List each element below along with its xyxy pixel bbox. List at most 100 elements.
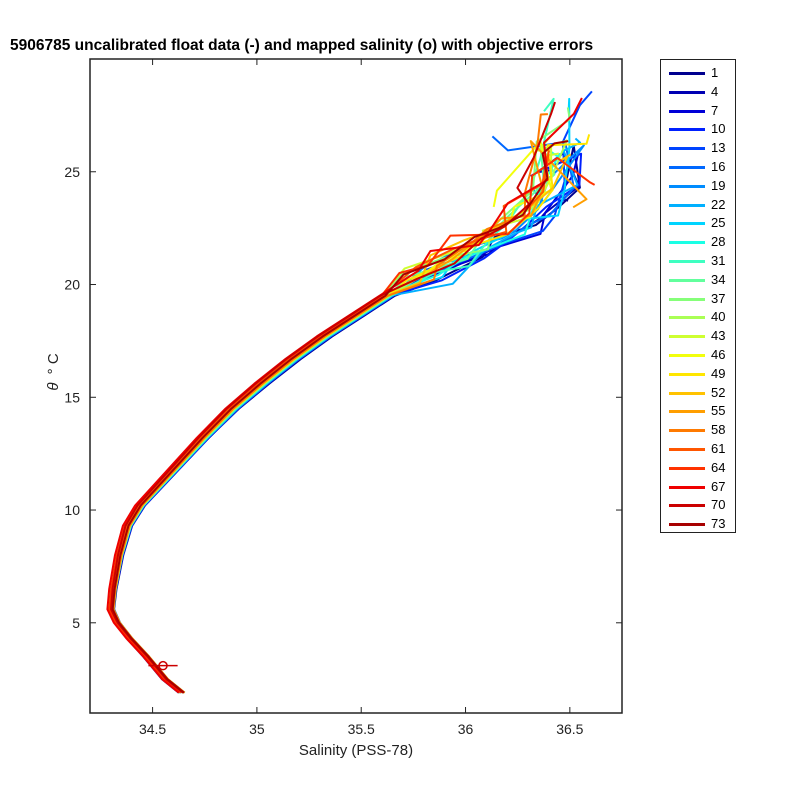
mapped-salinity-layer <box>148 660 178 671</box>
axes-frame <box>89 58 623 714</box>
legend-swatch <box>669 485 705 489</box>
profile-line-70 <box>110 101 556 694</box>
legend-swatch <box>669 297 705 301</box>
legend-label: 13 <box>711 140 726 156</box>
legend-item: 67 <box>667 479 735 495</box>
legend-swatch <box>669 184 705 188</box>
legend-item: 40 <box>667 309 735 325</box>
legend-swatch <box>669 335 705 339</box>
legend-swatch <box>669 523 705 527</box>
y-tick-label: 5 <box>72 615 80 631</box>
legend-swatch <box>669 391 705 395</box>
legend-label: 16 <box>711 159 726 174</box>
profile-line-25 <box>111 97 571 694</box>
profile-line-19 <box>111 144 585 694</box>
legend-swatch <box>669 504 705 508</box>
legend-swatch <box>669 72 705 75</box>
legend-label: 34 <box>711 271 726 287</box>
legend-swatch <box>669 429 705 433</box>
legend-swatch <box>669 448 705 451</box>
profile-line-73 <box>111 140 569 694</box>
chart-title: 5906785 uncalibrated float data (-) and … <box>10 37 594 54</box>
legend-item: 64 <box>667 460 735 476</box>
y-axis-label-unit: ° C <box>45 353 62 374</box>
legend-item: 28 <box>667 234 735 250</box>
x-tick-label: 36 <box>458 721 474 737</box>
legend-swatch <box>669 466 705 470</box>
legend-item: 58 <box>667 422 735 438</box>
profile-line-31 <box>112 97 555 694</box>
legend-label: 19 <box>711 177 726 193</box>
x-tick-label: 35.5 <box>348 721 375 737</box>
profile-line-1 <box>108 144 581 694</box>
legend-swatch <box>669 372 705 376</box>
legend-label: 22 <box>711 196 726 212</box>
legend-item: 61 <box>667 441 735 457</box>
legend-item: 7 <box>667 103 735 119</box>
legend-item: 34 <box>667 272 735 288</box>
legend-item: 52 <box>667 385 735 401</box>
legend-swatch <box>669 278 705 282</box>
y-tick-label: 20 <box>64 277 80 293</box>
legend-swatch <box>669 90 705 94</box>
legend-item: 70 <box>667 497 735 513</box>
profile-line-55 <box>110 140 588 694</box>
legend-item: 73 <box>667 516 735 532</box>
legend-swatch <box>669 410 705 414</box>
legend-item: 37 <box>667 291 735 307</box>
legend-swatch <box>669 109 705 113</box>
legend-item: 1 <box>667 65 735 81</box>
legend-label: 4 <box>711 83 719 99</box>
legend-label: 49 <box>711 365 726 381</box>
legend-item: 16 <box>667 159 735 175</box>
legend-item: 4 <box>667 84 735 100</box>
y-tick-label: 10 <box>64 502 80 518</box>
legend-swatch <box>669 147 705 151</box>
legend-label: 31 <box>711 253 726 268</box>
y-axis-label: θ ° C <box>45 353 62 390</box>
legend-swatch <box>669 166 705 169</box>
legend-item: 10 <box>667 121 735 137</box>
legend-label: 1 <box>711 65 719 80</box>
profile-line-58 <box>112 113 548 694</box>
legend-item: 13 <box>667 140 735 156</box>
legend-item: 43 <box>667 328 735 344</box>
y-tick-label: 25 <box>64 164 80 180</box>
legend-label: 46 <box>711 347 726 362</box>
legend-item: 31 <box>667 253 735 269</box>
legend-swatch <box>669 354 705 357</box>
legend-swatch <box>669 128 705 132</box>
legend-item: 46 <box>667 347 735 363</box>
legend-label: 52 <box>711 384 726 400</box>
legend: 1 4 7 10 13 16 19 22 25 28 31 34 37 40 43 46 49 52 55 58 61 6… <box>660 59 736 533</box>
legend-item: 22 <box>667 197 735 213</box>
legend-label: 67 <box>711 478 726 494</box>
x-tick-label: 34.5 <box>139 721 166 737</box>
legend-swatch <box>669 316 705 320</box>
tick-layer: 34.5 35 35.5 36 36.5 5 10 15 20 25 <box>64 59 622 737</box>
legend-label: 7 <box>711 102 719 118</box>
legend-label: 70 <box>711 497 726 513</box>
profile-line-37 <box>107 107 571 694</box>
legend-swatch <box>669 241 705 245</box>
series-layer <box>106 90 596 694</box>
x-tick-label: 35 <box>249 721 265 737</box>
legend-label: 37 <box>711 290 726 306</box>
mapped-salinity-marker <box>158 660 168 671</box>
legend-item: 25 <box>667 215 735 231</box>
x-tick-label: 36.5 <box>556 721 583 737</box>
legend-label: 55 <box>711 403 726 419</box>
legend-label: 10 <box>711 121 726 137</box>
legend-swatch <box>669 203 705 207</box>
legend-label: 40 <box>711 309 726 325</box>
legend-swatch <box>669 222 705 226</box>
x-axis-label: Salinity (PSS-78) <box>299 742 413 759</box>
legend-label: 73 <box>711 516 726 532</box>
legend-label: 61 <box>711 441 726 456</box>
y-axis-label-theta: θ <box>45 383 62 391</box>
legend-label: 64 <box>711 459 726 475</box>
legend-label: 43 <box>711 328 726 344</box>
profile-line-34 <box>108 140 556 694</box>
legend-label: 58 <box>711 422 726 438</box>
